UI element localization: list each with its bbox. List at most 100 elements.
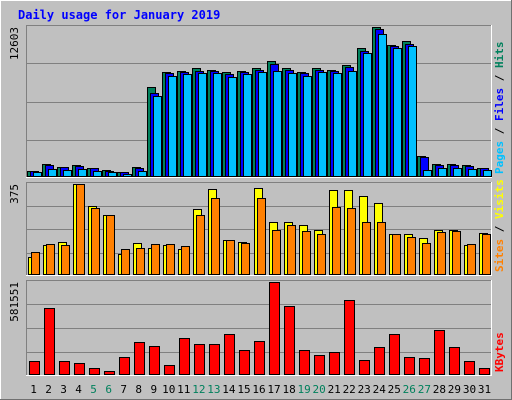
panel-kbytes: 581551 KBytes — [8, 280, 506, 376]
bar-sites-day-4 — [76, 184, 85, 275]
x-tick-label: 26 — [403, 383, 416, 396]
bar-pages-day-11 — [183, 74, 192, 177]
x-tick-label: 9 — [150, 383, 157, 396]
bar-pages-day-8 — [138, 171, 147, 177]
legend-item: / — [493, 74, 506, 88]
x-tick-label: 28 — [433, 383, 446, 396]
x-tick-label: 21 — [328, 383, 341, 396]
bar-sites-day-5 — [91, 208, 100, 275]
bar-kbytes-day-23 — [359, 360, 370, 375]
bar-sites-day-1 — [31, 252, 40, 275]
chart-title: Daily usage for January 2019 — [18, 8, 220, 22]
bar-sites-day-15 — [241, 243, 250, 275]
x-tick-label: 16 — [252, 383, 265, 396]
bar-pages-day-20 — [318, 72, 327, 177]
x-tick-label: 23 — [358, 383, 371, 396]
bar-sites-day-20 — [317, 234, 326, 275]
bar-sites-day-3 — [61, 245, 70, 275]
x-tick-label: 12 — [192, 383, 205, 396]
bar-sites-day-29 — [452, 231, 461, 275]
bar-pages-day-10 — [168, 76, 177, 177]
bar-kbytes-day-13 — [209, 344, 220, 375]
x-tick-label: 27 — [418, 383, 431, 396]
bar-sites-day-24 — [377, 222, 386, 275]
bar-kbytes-day-5 — [89, 368, 100, 375]
bar-sites-day-8 — [136, 248, 145, 275]
legend-visits-sites: Sites / Visits — [493, 179, 506, 272]
x-tick-label: 17 — [267, 383, 280, 396]
bar-sites-day-13 — [211, 198, 220, 275]
bar-pages-day-17 — [273, 71, 282, 177]
bar-pages-day-2 — [48, 169, 57, 177]
bar-pages-day-5 — [93, 171, 102, 177]
bar-kbytes-day-17 — [269, 282, 280, 375]
bar-kbytes-day-11 — [179, 338, 190, 375]
bar-sites-day-27 — [422, 243, 431, 275]
x-tick-label: 22 — [343, 383, 356, 396]
y-max-label: 12603 — [8, 27, 21, 60]
bar-pages-day-14 — [228, 77, 237, 177]
bar-sites-day-25 — [392, 234, 401, 275]
bar-pages-day-22 — [348, 71, 357, 177]
bar-kbytes-day-26 — [404, 357, 415, 375]
bar-kbytes-day-31 — [479, 368, 490, 375]
bar-sites-day-30 — [467, 244, 476, 275]
legend-item: Sites — [493, 239, 506, 272]
bar-pages-day-6 — [108, 172, 117, 177]
bar-sites-day-28 — [437, 232, 446, 275]
bar-sites-day-14 — [226, 240, 235, 275]
legend-item: Files — [493, 88, 506, 128]
x-tick-label: 6 — [105, 383, 112, 396]
bar-kbytes-day-2 — [44, 308, 55, 375]
bar-kbytes-day-14 — [224, 334, 235, 375]
panel-visits-sites: 375 Sites / Visits — [8, 179, 506, 276]
bar-pages-day-4 — [78, 169, 87, 177]
bar-kbytes-day-12 — [194, 344, 205, 375]
x-tick-label: 30 — [463, 383, 476, 396]
bar-pages-day-23 — [363, 53, 372, 177]
bar-sites-day-21 — [332, 207, 341, 275]
legend-item: / — [493, 127, 506, 141]
bar-pages-day-28 — [438, 168, 447, 177]
bar-kbytes-day-1 — [29, 361, 40, 375]
bar-sites-day-16 — [257, 198, 266, 275]
bar-sites-day-10 — [166, 244, 175, 275]
bar-kbytes-day-4 — [74, 363, 85, 375]
legend-kbytes: KBytes — [493, 332, 506, 372]
legend-item: Pages — [493, 141, 506, 174]
bar-kbytes-day-21 — [329, 352, 340, 375]
bar-pages-day-26 — [408, 46, 417, 177]
legend-hits-files-pages: Pages / Files / Hits — [493, 42, 506, 175]
bar-kbytes-day-7 — [119, 357, 130, 375]
x-tick-label: 10 — [162, 383, 175, 396]
bar-kbytes-day-22 — [344, 300, 355, 375]
x-tick-label: 24 — [373, 383, 387, 396]
bar-pages-day-24 — [378, 34, 387, 177]
bar-pages-day-12 — [198, 73, 207, 177]
x-tick-label: 15 — [237, 383, 250, 396]
bar-kbytes-day-16 — [254, 341, 265, 375]
bar-pages-day-18 — [288, 73, 297, 177]
bar-sites-day-22 — [347, 208, 356, 275]
bar-pages-day-31 — [483, 170, 492, 177]
bar-sites-day-6 — [106, 215, 115, 275]
x-tick-label: 5 — [90, 383, 97, 396]
legend-item: / — [493, 225, 506, 239]
bar-sites-day-18 — [287, 225, 296, 275]
bar-pages-day-7 — [123, 174, 132, 177]
bar-kbytes-day-29 — [449, 347, 460, 375]
bar-sites-day-23 — [362, 222, 371, 275]
x-tick-label: 14 — [222, 383, 236, 396]
legend-item: KBytes — [493, 332, 506, 372]
bar-kbytes-day-28 — [434, 330, 445, 375]
bar-sites-day-19 — [302, 231, 311, 275]
x-tick-label: 8 — [135, 383, 142, 396]
bar-pages-day-21 — [333, 73, 342, 177]
bar-pages-day-15 — [243, 74, 252, 177]
bar-pages-day-19 — [303, 76, 312, 177]
legend-item: Hits — [493, 42, 506, 75]
x-tick-label: 20 — [312, 383, 325, 396]
bar-kbytes-day-24 — [374, 347, 385, 375]
bar-kbytes-day-6 — [104, 371, 115, 375]
